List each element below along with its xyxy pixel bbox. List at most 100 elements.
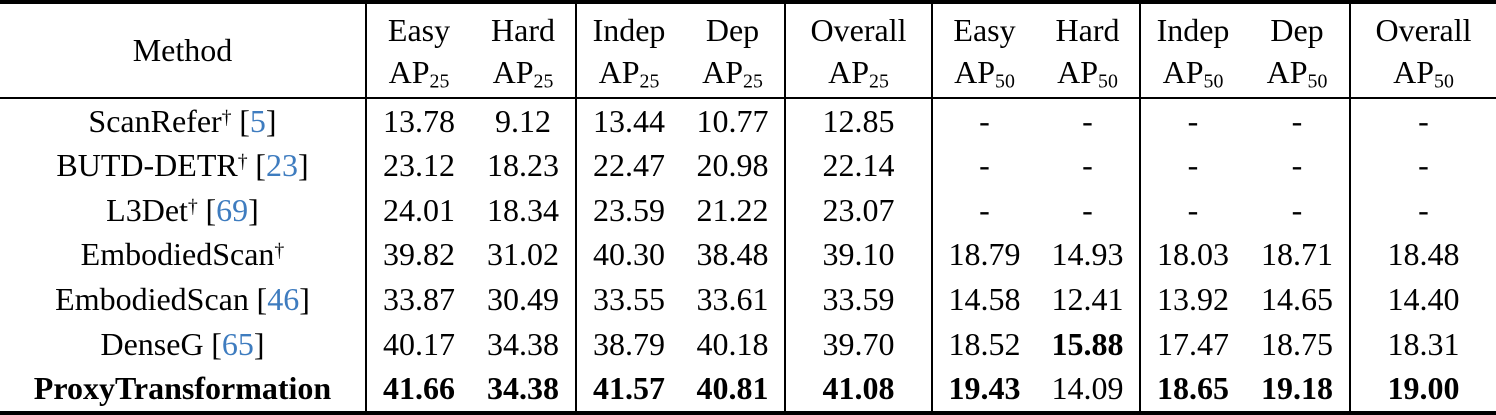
col-metric: AP25 [828, 53, 889, 92]
method-name: EmbodiedScan [80, 236, 275, 273]
citation: [69] [206, 192, 259, 228]
col-label: Overall [810, 11, 907, 48]
col-label: Easy [953, 11, 1016, 48]
citation: [23] [255, 147, 308, 183]
method-name: ScanRefer [88, 102, 222, 139]
value-cell: - [1082, 102, 1093, 139]
value-cell: - [931, 188, 1036, 233]
value-cell: 18.48 [1349, 232, 1496, 278]
bracket-close: ] [297, 147, 309, 184]
col-metric: AP25 [598, 53, 660, 92]
bracket-open: [ [205, 191, 217, 228]
value-cell: - [931, 98, 1036, 144]
value-cell: 40.17 [365, 321, 471, 367]
value-cell: 18.31 [1349, 321, 1496, 367]
header-col-indep-ap50: Indep AP50 [1139, 2, 1245, 99]
value-cell: 22.47 [575, 143, 681, 189]
value-cell: 33.55 [575, 277, 681, 322]
value-cell: 14.40 [1349, 277, 1496, 322]
value-cell: 24.01 [365, 188, 471, 233]
value-cell: 18.23 [487, 147, 559, 184]
value-cell: 33.61 [696, 281, 769, 318]
value-cell: 34.38 [487, 370, 559, 407]
bracket-close: ] [248, 191, 259, 228]
value-cell: 38.79 [575, 321, 681, 367]
header-col-indep-ap25: Indep AP25 [575, 2, 681, 99]
method-name: L3Det [106, 191, 188, 228]
value-cell: 12.41 [1051, 281, 1124, 318]
col-metric: AP25 [702, 53, 763, 92]
citation-link[interactable]: 5 [249, 102, 266, 139]
col-label: Dep [705, 11, 760, 48]
bracket-open: [ [239, 102, 250, 139]
dagger-mark: † [237, 151, 248, 174]
value-cell: - [1139, 143, 1245, 189]
value-cell: 40.18 [696, 325, 769, 362]
bracket-close: ] [253, 325, 265, 362]
header-col-overall-ap25: Overall AP25 [784, 2, 932, 99]
method-name: ProxyTransformation [33, 370, 332, 407]
value-cell: 18.52 [931, 321, 1036, 367]
header-col-dep-ap25: Dep AP25 [681, 2, 785, 99]
value-cell: - [1139, 188, 1245, 233]
header-col-hard-ap25: Hard AP25 [471, 2, 576, 99]
citation: [46] [257, 281, 310, 317]
value-cell: 12.85 [784, 98, 932, 144]
dagger-mark: † [274, 240, 285, 263]
col-metric: AP25 [492, 53, 554, 92]
col-metric: AP50 [1162, 53, 1224, 92]
value-cell: 18.34 [487, 191, 559, 228]
value-cell: 15.88 [1051, 325, 1124, 362]
value-cell: - [1139, 98, 1245, 144]
value-cell: 41.08 [784, 366, 932, 413]
method-cell: EmbodiedScan† [0, 233, 366, 278]
method-cell: BUTD-DETR† [23] [0, 144, 366, 189]
value-cell: 18.03 [1139, 232, 1245, 278]
citation: [65] [211, 326, 264, 362]
method-cell: ScanRefer† [5] [0, 98, 366, 144]
col-label: Dep [1270, 11, 1324, 48]
value-cell: 39.70 [784, 321, 932, 367]
value-cell: 13.44 [575, 98, 681, 144]
value-cell: 18.79 [931, 232, 1036, 278]
citation-link[interactable]: 23 [265, 147, 298, 184]
table-row: ScanRefer† [5] 13.78 9.12 13.44 10.77 12.… [0, 98, 1496, 144]
value-cell: 38.48 [696, 236, 769, 273]
table-row: EmbodiedScan [46] 33.87 30.49 33.55 33.61… [0, 277, 1496, 322]
value-cell: 41.66 [365, 366, 471, 413]
value-cell: - [1291, 102, 1303, 139]
citation-link[interactable]: 46 [267, 281, 300, 318]
header-method: Method [0, 2, 366, 99]
citation-link[interactable]: 69 [216, 191, 249, 228]
value-cell: 13.92 [1139, 277, 1245, 322]
table-row: DenseG [65] 40.17 34.38 38.79 40.18 39.70… [0, 321, 1496, 367]
value-cell: 33.59 [784, 277, 932, 322]
method-cell: EmbodiedScan [46] [0, 277, 366, 322]
value-cell: 34.38 [487, 325, 559, 362]
col-metric: AP50 [954, 53, 1015, 92]
value-cell: 18.75 [1261, 325, 1333, 362]
value-cell: 14.65 [1261, 281, 1333, 318]
value-cell: 21.22 [696, 191, 769, 228]
value-cell: 17.47 [1139, 321, 1245, 367]
col-label: Indep [592, 11, 666, 48]
value-cell: 31.02 [487, 236, 559, 273]
value-cell: 39.82 [365, 232, 471, 278]
value-cell: - [1291, 191, 1303, 228]
value-cell: - [1082, 191, 1093, 228]
col-label: Overall [1375, 11, 1472, 48]
method-cell: L3Det† [69] [0, 188, 366, 233]
method-name: BUTD-DETR [56, 147, 238, 184]
col-metric: AP25 [388, 53, 450, 92]
value-cell: 30.49 [487, 281, 559, 318]
header-col-hard-ap50: Hard AP50 [1036, 2, 1140, 99]
method-cell: ProxyTransformation [0, 366, 366, 413]
value-cell: - [1291, 147, 1303, 184]
value-cell: 13.78 [365, 98, 471, 144]
method-name: DenseG [100, 325, 204, 362]
bracket-close: ] [265, 102, 277, 139]
value-cell: 23.12 [365, 143, 471, 189]
citation-link[interactable]: 65 [221, 325, 254, 362]
value-cell: 23.59 [575, 188, 681, 233]
table-row: BUTD-DETR† [23] 23.12 18.23 22.47 20.98 2… [0, 143, 1496, 189]
